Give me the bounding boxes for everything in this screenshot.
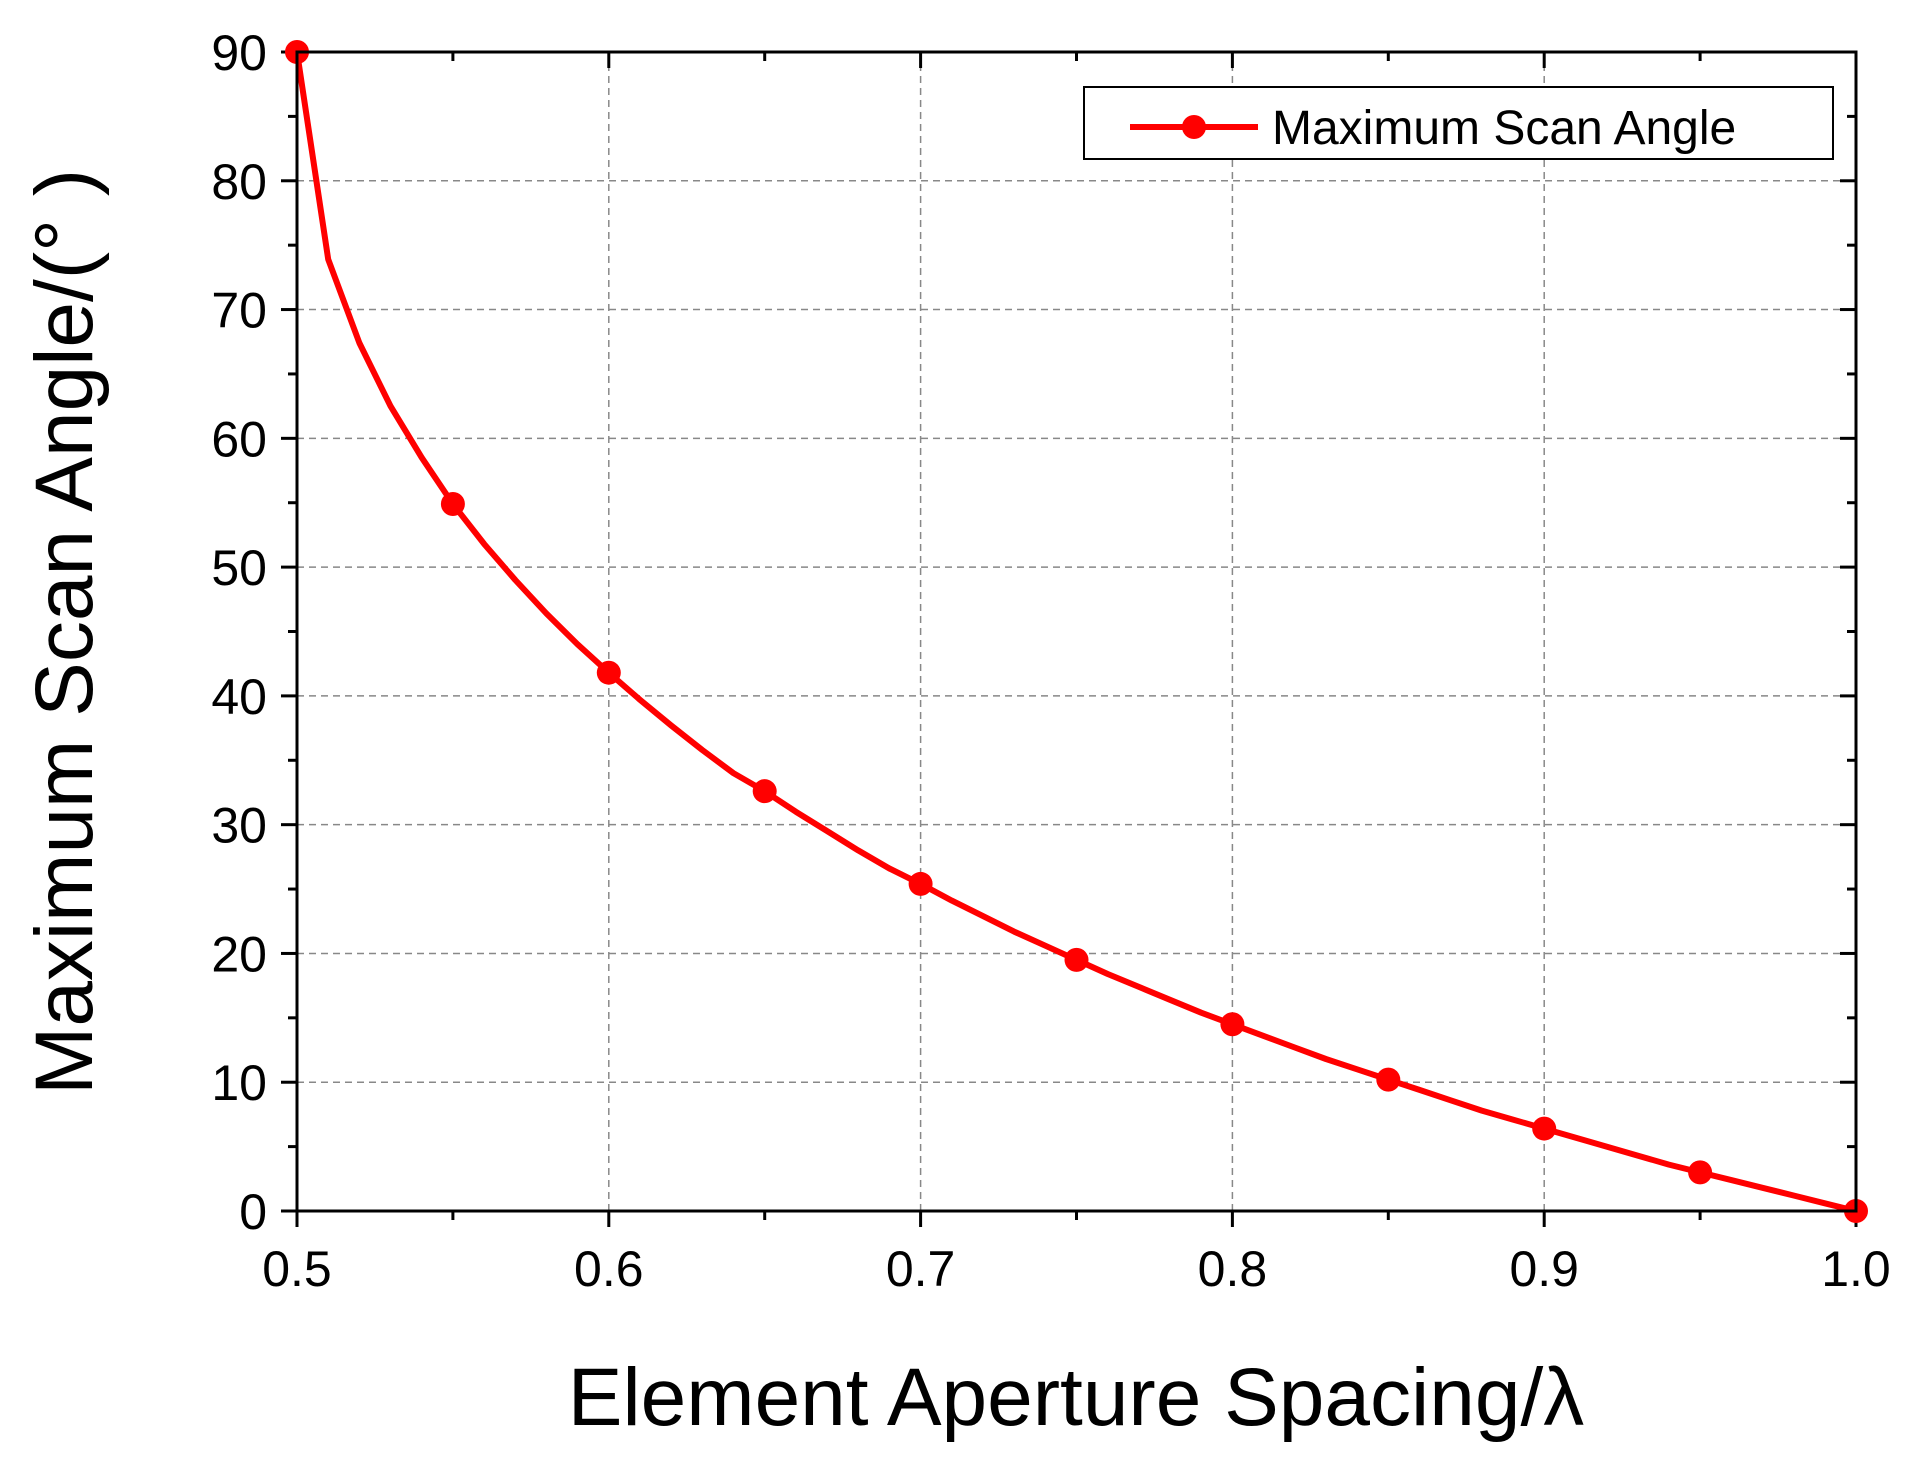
legend-label: Maximum Scan Angle [1272,102,1736,155]
x-tick-label: 0.5 [262,1241,332,1297]
y-tick-label: 80 [211,154,267,210]
data-point [596,660,621,685]
y-tick-label: 60 [211,411,267,467]
y-tick-label: 70 [211,283,267,339]
plot-frame [295,50,1858,1213]
y-tick-label: 0 [239,1184,267,1240]
data-point [1688,1160,1713,1185]
y-tick-label: 30 [211,798,267,854]
data-point [1376,1067,1401,1092]
series-line [294,49,1859,1214]
data-point [1220,1012,1245,1037]
axis-ticks [281,50,1858,1227]
tick-labels: 0 10 20 30 40 50 60 70 80 90 0.5 0.6 0.7 0.8 0.9 1.0 [211,25,1890,1297]
y-tick-label: 10 [211,1055,267,1111]
data-point [908,871,933,896]
gridlines [297,52,1856,1211]
y-tick-label: 50 [211,540,267,596]
x-tick-label: 0.9 [1509,1241,1579,1297]
data-point [752,779,777,804]
x-tick-label: 0.6 [574,1241,644,1297]
x-tick-label: 0.8 [1198,1241,1268,1297]
data-point [1064,947,1089,972]
x-tick-label: 0.7 [886,1241,956,1297]
y-tick-label: 20 [211,926,267,982]
y-tick-label: 40 [211,669,267,725]
legend-box [1083,86,1834,160]
y-axis-title: Maximum Scan Angle/(° ) [19,169,110,1095]
data-point [440,492,465,517]
x-axis-title: Element Aperture Spacing/λ [568,1352,1584,1443]
y-tick-label: 90 [211,25,267,81]
legend-marker [1182,115,1206,139]
data-point [1532,1116,1557,1141]
legend: Maximum Scan Angle [1083,86,1834,160]
x-tick-label: 1.0 [1821,1241,1891,1297]
series-layer [285,40,1868,1223]
